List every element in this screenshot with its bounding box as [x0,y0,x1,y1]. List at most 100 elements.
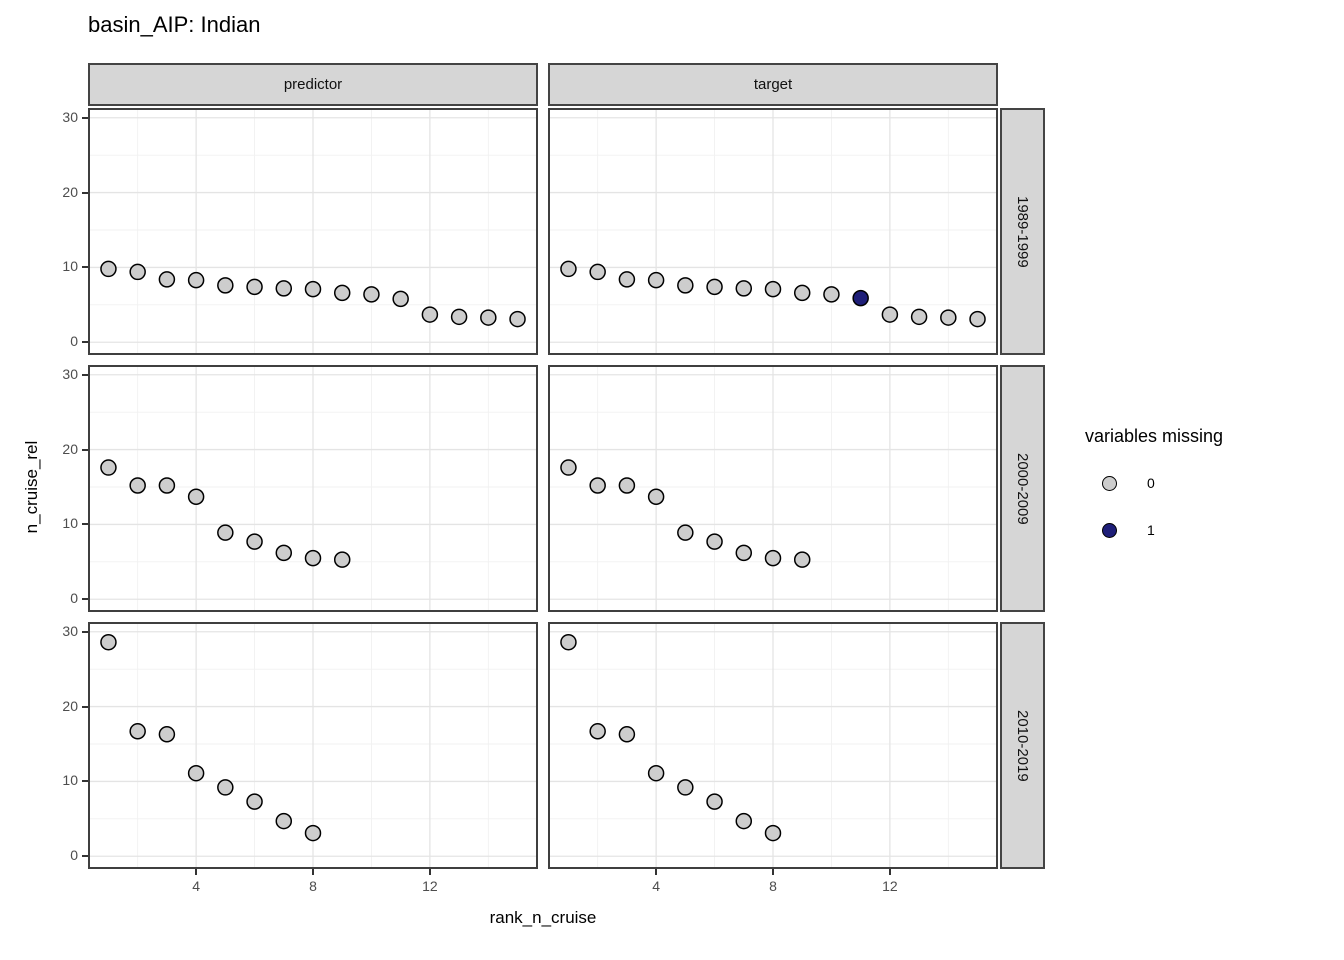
facet-panel-predictor-1989-1999 [88,108,538,355]
y-tick-mark [82,780,88,783]
facet-panel-target-2000-2009 [548,365,998,612]
data-point [793,284,811,302]
data-point [275,812,293,830]
data-point [677,277,694,294]
data-point [823,286,840,303]
x-tick-label: 4 [652,878,660,894]
data-point [560,459,577,476]
data-point [618,477,636,494]
data-point [392,290,409,308]
x-tick-mark [772,869,774,875]
facet-strip-1989-1999: 1989-1999 [1000,108,1045,355]
data-point [129,263,146,281]
y-tick-label: 30 [62,365,78,382]
x-axis-title: rank_n_cruise [489,908,597,927]
data-point [363,286,380,303]
data-point [187,488,205,505]
data-point [217,524,234,541]
data-point [421,306,439,323]
data-point [450,308,468,326]
data-point [246,278,263,296]
x-tick-mark [888,869,891,875]
data-point [509,310,526,328]
data-point [618,726,636,743]
data-point [158,477,176,494]
facet-strip-label: 2000-2009 [1014,452,1031,525]
facet-strip-2010-2019: 2010-2019 [1000,622,1045,869]
data-point [706,278,723,296]
data-point [100,633,117,651]
x-tick-mark [655,869,658,875]
data-point [246,533,263,550]
data-point [129,723,146,740]
data-point [706,793,723,810]
y-tick-label: 10 [62,515,78,532]
data-point [217,779,234,796]
x-tick-label: 12 [422,878,438,894]
y-tick-label: 20 [62,697,78,714]
data-point [187,271,205,289]
data-point [793,551,811,568]
legend-entry-1: 1 [1102,522,1155,538]
data-point [910,308,928,326]
data-point [735,812,753,830]
data-point [589,263,606,281]
facet-panel-target-1989-1999 [548,108,998,355]
y-tick-mark [82,523,88,526]
data-point [647,764,665,782]
data-point [304,549,322,567]
y-tick-mark [82,630,88,633]
x-tick-label: 8 [309,878,317,894]
y-tick-mark [82,705,88,708]
plot-title: basin_AIP: Indian [88,12,261,37]
y-tick-mark [82,598,88,601]
data-point [735,544,753,562]
data-point [304,824,322,842]
data-point [158,271,176,288]
legend-entry-label: 0 [1147,475,1155,491]
y-tick-mark [82,373,88,376]
data-point [304,280,322,298]
legend-key-circle-navy-icon [1102,522,1117,538]
y-tick-label: 10 [62,258,78,275]
data-point [589,477,606,494]
legend-key-circle-gray-icon [1102,475,1117,491]
legend-entry-0: 0 [1102,475,1155,491]
y-tick-mark [82,341,88,344]
y-tick-label: 0 [70,847,78,864]
y-axis-title: n_cruise_rel [22,440,41,534]
data-point [881,306,899,323]
data-point [969,310,986,328]
data-point [158,726,176,743]
data-point [940,309,957,326]
data-point [560,633,577,651]
data-point [100,459,117,476]
data-point [275,280,293,297]
x-tick-mark [312,869,314,875]
data-point [647,271,665,289]
data-point [706,533,723,550]
facet-strip-label: 1989-1999 [1014,195,1031,268]
data-point [647,488,665,505]
x-tick-label: 12 [882,878,898,894]
x-tick-mark [428,869,431,875]
data-point [100,260,117,278]
facet-strip-label: predictor [283,76,343,93]
facet-strip-target: target [548,63,998,106]
data-point [333,551,351,568]
data-point [217,277,234,294]
data-point [480,309,497,326]
data-point [129,477,146,494]
x-tick-label: 8 [769,878,777,894]
data-point [246,793,263,810]
data-point [589,723,606,740]
legend-title: variables missing [1085,426,1224,446]
y-tick-mark [82,116,88,119]
facet-panel-predictor-2010-2019 [88,622,538,869]
data-point [852,289,869,307]
y-tick-label: 0 [70,590,78,607]
facet-strip-predictor: predictor [88,63,538,106]
data-point [764,824,782,842]
y-tick-label: 0 [70,333,78,350]
